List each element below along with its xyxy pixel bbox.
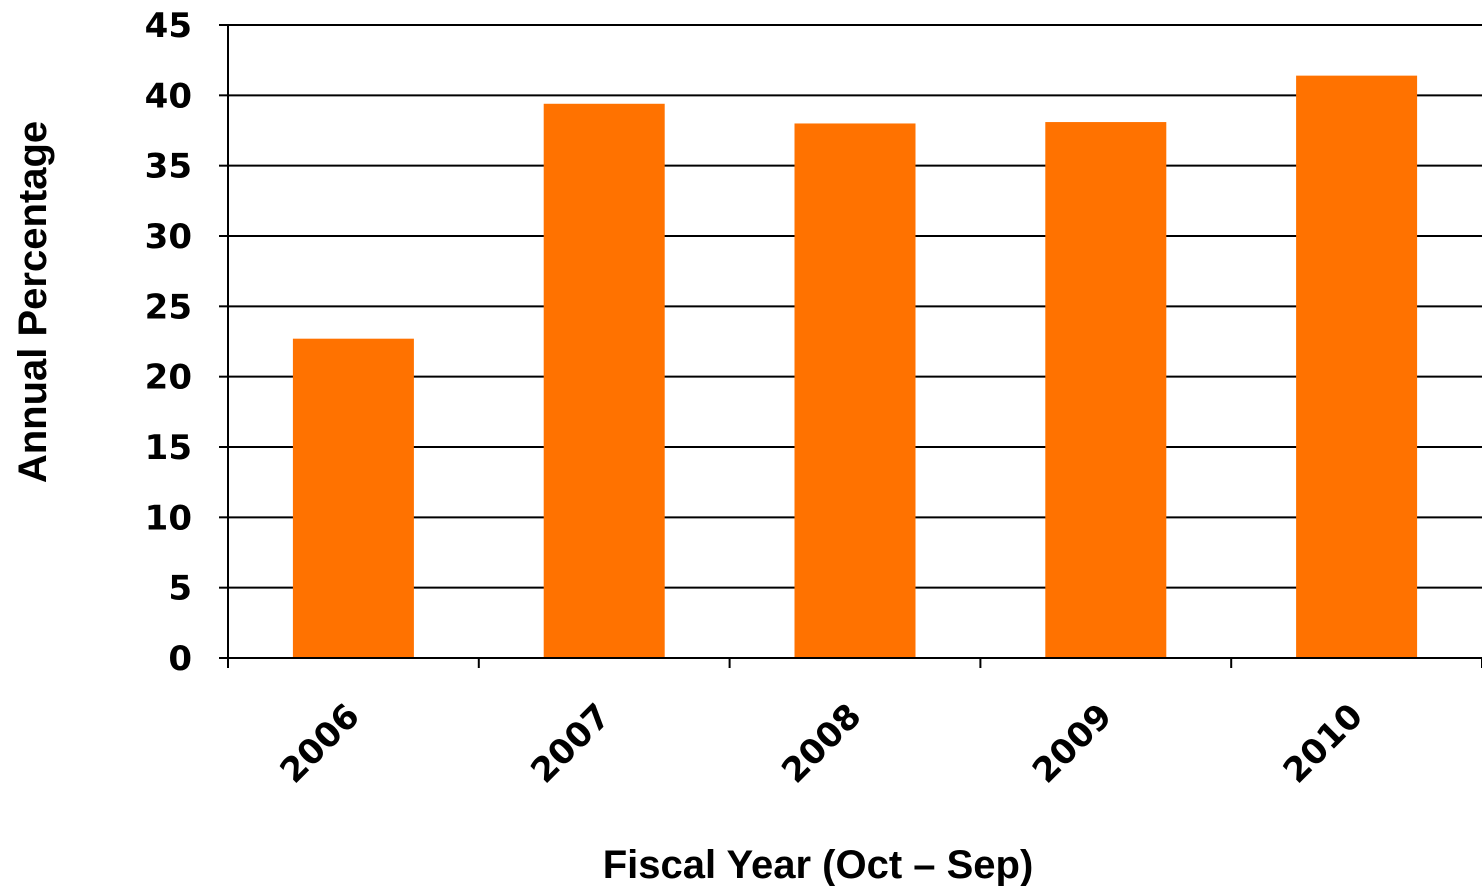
x-tick-label: 2010 <box>1276 696 1371 791</box>
bar-2010 <box>1296 75 1418 658</box>
y-tick-label: 5 <box>168 569 192 609</box>
x-tick-label: 2007 <box>523 696 618 791</box>
axes <box>227 25 1482 659</box>
x-tick-label: 2008 <box>774 696 869 791</box>
y-tick-label: 0 <box>168 639 192 679</box>
y-tick-label: 25 <box>145 287 192 327</box>
y-tick-label: 10 <box>145 498 192 538</box>
y-tick-label: 45 <box>145 6 192 46</box>
y-axis-ticks: 0 5 10 15 20 25 30 35 40 45 <box>145 6 228 679</box>
y-tick-label: 40 <box>145 76 192 116</box>
x-axis-ticks: 2006 2007 2008 2009 2010 <box>227 658 1482 791</box>
y-axis-title: Annual Percentage <box>11 121 55 483</box>
bar-2009 <box>1045 122 1167 658</box>
y-tick-label: 20 <box>145 358 192 398</box>
bar-2006 <box>292 338 414 658</box>
x-tick-label: 2009 <box>1025 696 1120 791</box>
bar-2008 <box>794 123 916 658</box>
bar-2007 <box>543 103 665 659</box>
y-tick-label: 35 <box>145 147 192 187</box>
x-axis-title: Fiscal Year (Oct – Sep) <box>603 843 1034 886</box>
bars <box>292 75 1418 659</box>
x-tick-label: 2006 <box>273 696 368 791</box>
y-tick-label: 30 <box>145 217 192 257</box>
y-tick-label: 15 <box>145 428 192 468</box>
